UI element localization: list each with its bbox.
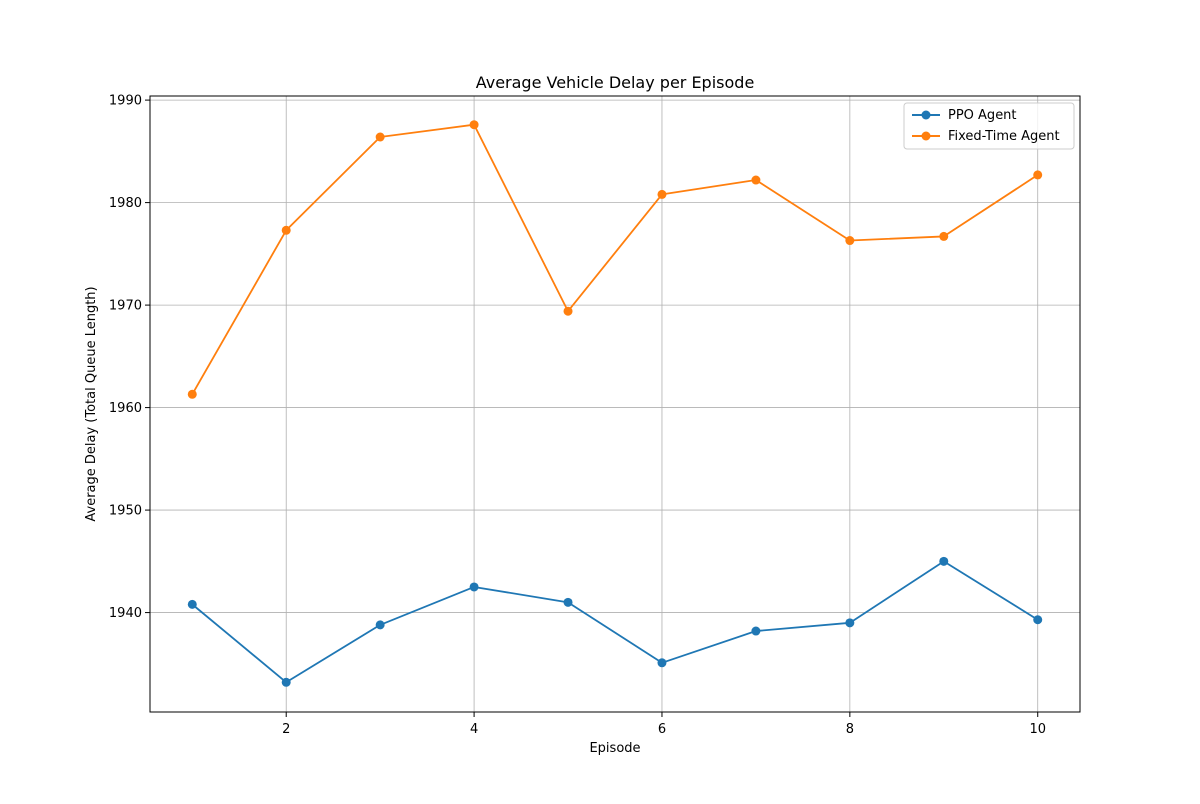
y-tick-label: 1950 — [109, 504, 142, 519]
grid — [150, 96, 1080, 712]
y-tick-label: 1960 — [109, 401, 142, 416]
y-axis-ticks: 1940 1950 1960 1970 1980 1990 — [109, 94, 150, 621]
data-point-ppo-agent — [751, 626, 761, 636]
data-point-fixed-time-agent — [281, 225, 291, 235]
data-point-ppo-agent — [657, 658, 667, 668]
series-line-fixed-time-agent — [191, 123, 1039, 395]
y-tick-label: 1970 — [109, 299, 142, 314]
data-point-ppo-agent — [1033, 615, 1043, 625]
x-tick-label: 4 — [470, 722, 478, 737]
legend-box — [903, 102, 1075, 150]
series-layer — [187, 120, 1043, 687]
x-axis-ticks: 2 4 6 8 10 — [282, 712, 1046, 737]
plot-frame — [149, 95, 1081, 713]
x-tick-label: 8 — [846, 722, 854, 737]
data-point-fixed-time-agent — [469, 120, 479, 130]
x-tick-label: 10 — [1029, 722, 1046, 737]
legend-label-fixed-time: Fixed-Time Agent — [948, 129, 1060, 144]
y-tick-label: 1940 — [109, 606, 142, 621]
data-point-fixed-time-agent — [751, 175, 761, 185]
x-tick-label: 6 — [658, 722, 666, 737]
data-point-fixed-time-agent — [187, 389, 197, 399]
legend-marker-ppo — [921, 110, 931, 120]
y-axis-label: Average Delay (Total Queue Length) — [84, 286, 99, 521]
data-point-fixed-time-agent — [939, 231, 949, 241]
data-point-ppo-agent — [563, 597, 573, 607]
data-point-fixed-time-agent — [1033, 170, 1043, 180]
data-point-fixed-time-agent — [845, 236, 855, 246]
data-point-fixed-time-agent — [657, 189, 667, 199]
data-point-ppo-agent — [469, 582, 479, 592]
data-point-ppo-agent — [281, 677, 291, 687]
data-point-ppo-agent — [375, 620, 385, 630]
legend-marker-fixed-time — [921, 131, 931, 141]
legend: PPO Agent Fixed-Time Agent — [903, 102, 1075, 150]
data-point-ppo-agent — [939, 556, 949, 566]
data-point-ppo-agent — [845, 618, 855, 628]
y-tick-label: 1990 — [109, 94, 142, 109]
chart-title: Average Vehicle Delay per Episode — [476, 73, 755, 92]
data-point-fixed-time-agent — [563, 306, 573, 316]
data-point-ppo-agent — [187, 599, 197, 609]
legend-label-ppo: PPO Agent — [948, 108, 1017, 123]
x-axis-label: Episode — [589, 741, 640, 756]
series-line-ppo-agent — [191, 560, 1039, 684]
data-point-fixed-time-agent — [375, 132, 385, 142]
x-tick-label: 2 — [282, 722, 290, 737]
y-tick-label: 1980 — [109, 196, 142, 211]
